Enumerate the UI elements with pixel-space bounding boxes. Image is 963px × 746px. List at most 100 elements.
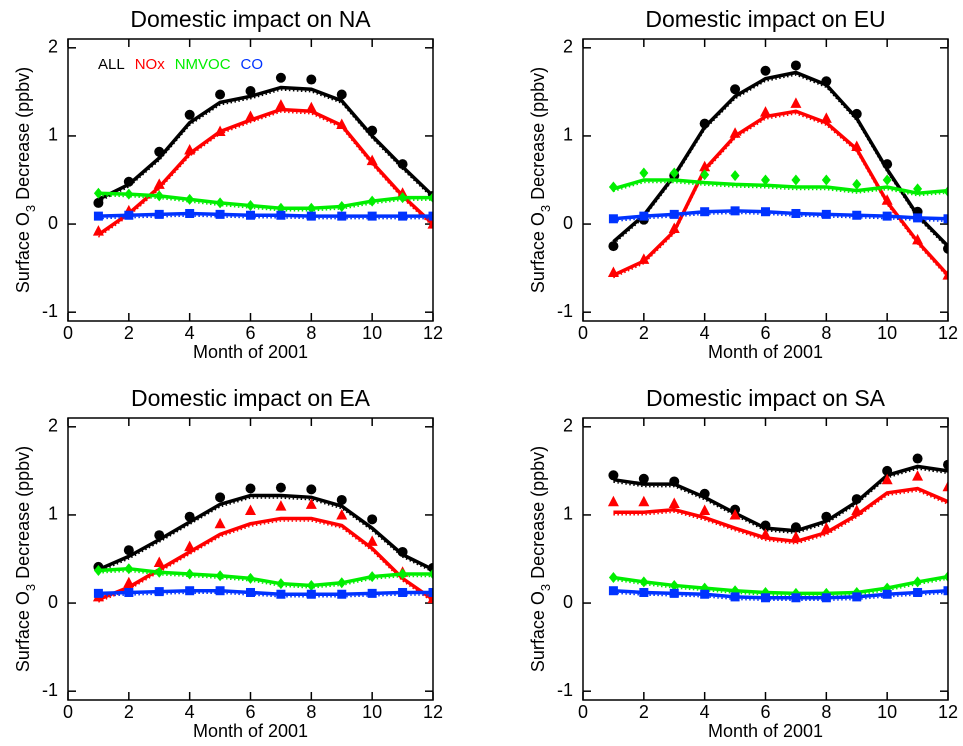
marker-diamond bbox=[913, 183, 923, 195]
y-tick-label: 1 bbox=[48, 125, 58, 145]
y-tick-label: -1 bbox=[557, 301, 573, 321]
marker-diamond bbox=[306, 202, 316, 214]
y-tick-label: -1 bbox=[557, 680, 573, 700]
marker-circle bbox=[397, 546, 408, 557]
plot-frame bbox=[67, 38, 434, 322]
marker-square bbox=[124, 587, 134, 597]
x-tick-label: 12 bbox=[423, 323, 443, 343]
marker-circle bbox=[123, 545, 134, 556]
marker-circle bbox=[275, 482, 286, 493]
marker-square bbox=[185, 586, 195, 596]
y-axis-title-part: Surface O bbox=[528, 591, 548, 672]
marker-square bbox=[398, 211, 408, 221]
y-axis-title: Surface O3 Decrease (ppbv) bbox=[528, 446, 553, 672]
marker-square bbox=[246, 587, 255, 597]
marker-diamond bbox=[943, 571, 948, 583]
marker-diamond bbox=[124, 563, 134, 575]
marker-square bbox=[93, 588, 103, 598]
marker-diamond bbox=[154, 190, 164, 202]
x-tick-label: 0 bbox=[63, 323, 73, 343]
y-axis-title-part: 3 bbox=[538, 205, 553, 212]
marker-diamond bbox=[276, 578, 286, 590]
series-line bbox=[612, 178, 948, 195]
marker-triangle bbox=[184, 144, 196, 155]
marker-triangle bbox=[820, 112, 832, 123]
legend-entry: NOx bbox=[135, 56, 166, 73]
y-tick-label: 2 bbox=[48, 416, 58, 436]
marker-circle bbox=[306, 74, 317, 85]
marker-square bbox=[852, 592, 862, 602]
marker-circle bbox=[123, 176, 134, 187]
marker-square bbox=[367, 588, 377, 598]
marker-circle bbox=[184, 109, 195, 120]
y-axis-title-part: Decrease (ppbv) bbox=[13, 67, 33, 205]
series-line-dotted bbox=[98, 89, 433, 203]
x-tick-label: 8 bbox=[306, 702, 316, 722]
y-axis-title-part: Decrease (ppbv) bbox=[528, 67, 548, 205]
marker-square bbox=[791, 208, 801, 218]
marker-circle bbox=[397, 159, 408, 170]
legend: ALL NOx NMVOC CO bbox=[98, 56, 263, 73]
series-line bbox=[98, 566, 433, 588]
marker-square bbox=[124, 210, 134, 220]
y-axis-title-part: 3 bbox=[23, 584, 38, 591]
marker-diamond bbox=[93, 564, 103, 576]
marker-triangle bbox=[305, 101, 317, 113]
panel: Domestic impact on NA0 2 4 6 8 10 12-1012Month… bbox=[13, 6, 443, 362]
marker-diamond bbox=[428, 568, 433, 580]
marker-triangle bbox=[699, 160, 711, 172]
marker-triangle bbox=[214, 125, 226, 137]
marker-circle bbox=[245, 85, 256, 96]
y-tick-label: -1 bbox=[42, 301, 58, 321]
marker-diamond bbox=[428, 192, 433, 204]
series-line bbox=[97, 516, 433, 602]
marker-square bbox=[428, 587, 433, 597]
x-tick-label: 4 bbox=[185, 702, 195, 722]
legend-entry: NMVOC bbox=[175, 56, 231, 73]
series-line-dotted bbox=[613, 181, 948, 197]
marker-triangle bbox=[275, 99, 287, 110]
y-axis-title: Surface O3 Decrease (ppbv) bbox=[528, 67, 553, 293]
marker-square bbox=[669, 588, 679, 598]
marker-diamond bbox=[185, 193, 195, 205]
marker-diamond bbox=[398, 192, 408, 204]
x-tick-label: 6 bbox=[245, 323, 255, 343]
x-tick-label: 10 bbox=[362, 323, 382, 343]
marker-circle bbox=[608, 470, 619, 481]
chart-title: Domestic impact on SA bbox=[646, 385, 886, 411]
series-line bbox=[613, 464, 948, 533]
marker-triangle bbox=[607, 495, 619, 507]
marker-square bbox=[761, 207, 770, 217]
marker-square bbox=[821, 209, 831, 219]
marker-diamond bbox=[215, 570, 225, 582]
marker-triangle bbox=[336, 508, 348, 520]
marker-diamond bbox=[367, 571, 377, 583]
y-axis-title-part: Surface O bbox=[13, 591, 33, 672]
marker-diamond bbox=[639, 576, 649, 588]
marker-diamond bbox=[367, 195, 377, 207]
marker-circle bbox=[851, 494, 862, 505]
y-axis-title: Surface O3 Decrease (ppbv) bbox=[13, 67, 38, 293]
panel: Domestic impact on EU0 2 4 6 8 10 12-1012Month… bbox=[528, 6, 958, 362]
marker-triangle bbox=[942, 269, 948, 280]
marker-diamond bbox=[821, 174, 831, 186]
series-line bbox=[612, 70, 948, 248]
marker-triangle bbox=[820, 522, 832, 533]
marker-diamond bbox=[791, 174, 801, 186]
series-line bbox=[98, 588, 433, 596]
marker-square bbox=[276, 589, 286, 599]
y-axis-title-part: 3 bbox=[538, 584, 553, 591]
marker-circle bbox=[154, 146, 165, 157]
marker-triangle bbox=[427, 218, 433, 229]
marker-triangle bbox=[668, 222, 680, 233]
marker-triangle bbox=[790, 530, 802, 542]
x-tick-label: 10 bbox=[362, 702, 382, 722]
marker-square bbox=[730, 592, 740, 602]
x-tick-label: 4 bbox=[185, 323, 195, 343]
marker-square bbox=[93, 211, 103, 221]
x-tick-label: 12 bbox=[423, 702, 443, 722]
x-tick-label: 2 bbox=[639, 702, 649, 722]
marker-diamond bbox=[337, 577, 347, 589]
marker-diamond bbox=[337, 200, 347, 212]
x-axis-title: Month of 2001 bbox=[193, 342, 308, 362]
